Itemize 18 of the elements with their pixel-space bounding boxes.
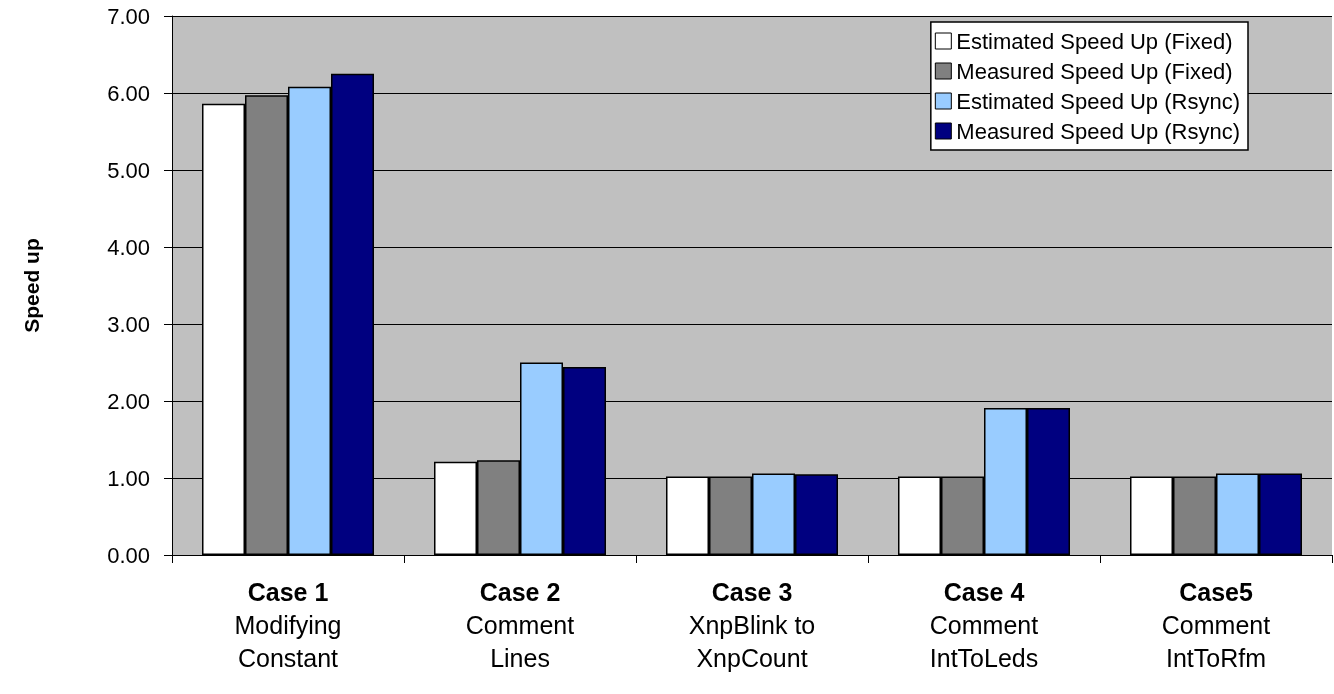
y-tick-label: 2.00 [107,388,150,414]
x-tick-label: Case5 Comment IntToRfm [1161,577,1271,672]
y-tick-label: 1.00 [107,465,150,491]
legend-label: Measured Speed Up (Rsync) [956,118,1241,144]
y-tick-label: 3.00 [107,311,150,337]
x-tick-label: Case 4 Comment IntToLeds [929,577,1039,672]
legend-label: Estimated Speed Up (Fixed) [956,28,1233,54]
legend-label: Measured Speed Up (Fixed) [956,58,1233,84]
y-tick-label: 7.00 [107,3,150,29]
y-axis-title: Speed up [20,238,43,333]
y-tick-label: 5.00 [107,157,150,183]
x-tick-label: Case 2 Comment Lines [465,577,575,672]
y-tick-label: 0.00 [107,542,150,568]
y-tick-label: 6.00 [107,80,150,106]
y-tick-label: 4.00 [107,234,150,260]
x-tick-label: Case 1 Modifying Constant [234,577,342,672]
x-tick-label: Case 3 XnpBlink to XnpCount [688,577,816,672]
legend-label: Estimated Speed Up (Rsync) [956,88,1240,114]
